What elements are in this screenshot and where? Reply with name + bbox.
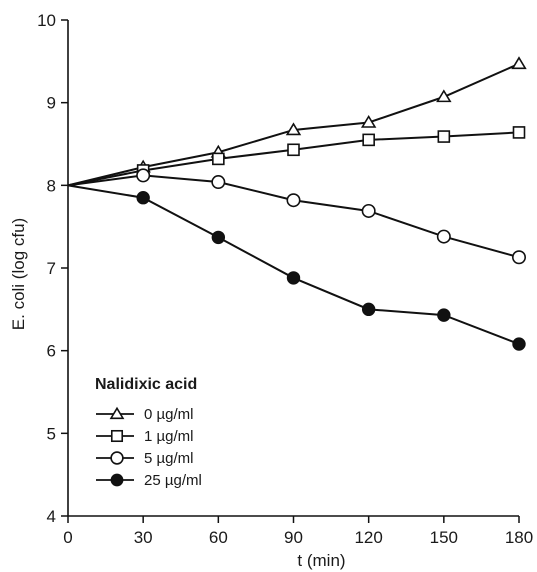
data-point (511, 56, 527, 70)
data-point (512, 126, 526, 139)
data-point (361, 302, 376, 317)
legend-label: 25 µg/ml (144, 472, 202, 489)
data-point (512, 337, 526, 351)
legend-marker (110, 451, 124, 465)
series-line (67, 174, 520, 259)
data-point (362, 133, 375, 147)
data-point (436, 89, 452, 103)
data-point (136, 168, 151, 183)
data-point (136, 191, 150, 205)
x-tick-label: 150 (430, 528, 458, 547)
y-tick-label: 7 (47, 259, 56, 278)
data-point (437, 130, 451, 143)
legend: Nalidixic acid 0 µg/ml 1 µg/ml 5 µg/ml 25 µ… (95, 376, 202, 489)
y-tick-label: 10 (37, 11, 56, 30)
x-tick-label: 120 (354, 528, 382, 547)
y-axis-label: E. coli (log cfu) (9, 218, 28, 330)
plot-area (67, 56, 527, 351)
axes: 0 30 60 90 120 150 180 4 5 6 7 8 9 10 (37, 11, 533, 547)
legend-label: 5 µg/ml (144, 450, 194, 467)
legend-title: Nalidixic acid (95, 376, 197, 393)
series-line (67, 184, 520, 345)
y-tick-label: 8 (47, 176, 56, 195)
data-point (361, 203, 376, 218)
legend-marker (110, 473, 124, 487)
legend-marker (109, 406, 125, 420)
x-tick-label: 60 (209, 528, 228, 547)
legend-marker (110, 429, 124, 443)
x-tick-label: 180 (505, 528, 533, 547)
data-point (287, 143, 300, 157)
data-point (285, 122, 302, 136)
data-point (286, 193, 301, 208)
data-point (360, 114, 377, 128)
x-tick-label: 0 (63, 528, 72, 547)
data-point (212, 152, 225, 166)
x-tick-label: 90 (284, 528, 303, 547)
data-point (286, 271, 301, 285)
x-axis-label: t (min) (297, 551, 345, 570)
y-tick-label: 9 (47, 94, 56, 113)
legend-label: 1 µg/ml (144, 428, 194, 445)
data-point (437, 308, 451, 322)
data-point (511, 250, 526, 265)
data-point (436, 229, 451, 244)
x-tick-label: 30 (134, 528, 153, 547)
y-tick-label: 6 (47, 342, 56, 361)
data-point (211, 230, 226, 245)
y-tick-label: 5 (47, 424, 56, 443)
data-point (211, 175, 226, 190)
y-tick-label: 4 (47, 507, 56, 526)
legend-label: 0 µg/ml (144, 406, 194, 423)
